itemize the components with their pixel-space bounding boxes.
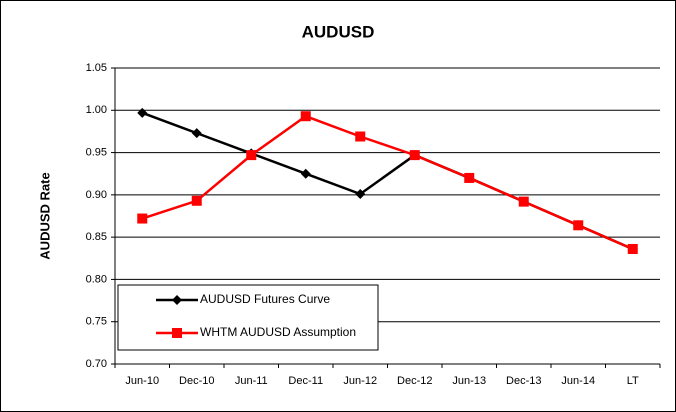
y-tick-label: 0.70 — [86, 358, 107, 370]
data-point — [191, 195, 202, 206]
legend-box — [117, 284, 379, 351]
data-point — [409, 150, 420, 161]
x-tick-label: Dec-11 — [288, 375, 323, 387]
legend-label: AUDUSD Futures Curve — [200, 292, 330, 306]
y-tick-label: 1.00 — [86, 104, 107, 116]
x-tick-label: LT — [627, 375, 639, 387]
y-tick-label: 0.90 — [86, 189, 107, 201]
data-point — [573, 220, 584, 231]
data-point — [355, 189, 366, 200]
y-tick-label: 0.95 — [86, 146, 107, 158]
y-tick-label: 0.80 — [86, 273, 107, 285]
x-tick-label: Jun-11 — [235, 375, 268, 387]
x-tick-label: Jun-13 — [452, 375, 486, 387]
legend-marker — [172, 295, 182, 305]
chart-title: AUDUSD — [302, 22, 375, 41]
y-axis-label: AUDUSD Rate — [37, 172, 52, 259]
data-point — [355, 131, 366, 142]
data-point — [137, 213, 148, 224]
y-tick-label: 1.05 — [86, 62, 107, 74]
x-tick-label: Jun-12 — [343, 375, 377, 387]
data-point — [300, 168, 311, 179]
y-tick-label: 0.75 — [86, 316, 107, 328]
x-tick-label: Dec-12 — [397, 375, 432, 387]
data-point — [300, 111, 311, 122]
data-point — [191, 128, 202, 139]
data-point — [627, 243, 638, 254]
x-tick-label: Dec-10 — [179, 375, 214, 387]
x-tick-label: Jun-14 — [561, 375, 595, 387]
series-line — [141, 114, 634, 251]
data-point — [518, 196, 529, 207]
y-tick-label: 0.85 — [86, 231, 107, 243]
data-point — [464, 172, 475, 183]
data-point — [246, 150, 257, 161]
legend-label: WHTM AUDUSD Assumption — [200, 325, 356, 339]
x-tick-label: Dec-13 — [506, 375, 541, 387]
legend-marker — [172, 328, 182, 338]
x-tick-label: Jun-10 — [125, 375, 159, 387]
data-point — [137, 107, 148, 118]
